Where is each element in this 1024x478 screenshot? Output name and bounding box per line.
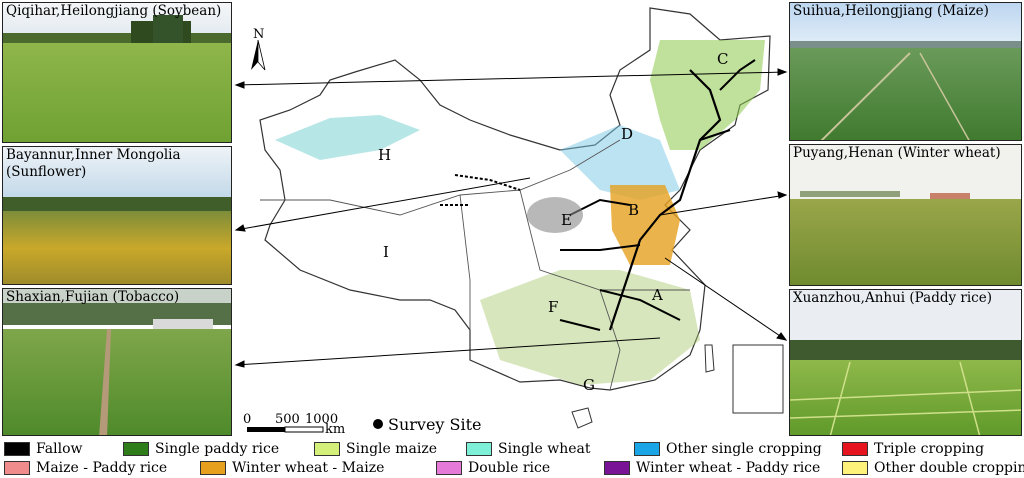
northwest-cropland: [275, 115, 420, 160]
taiwan-outline: [704, 344, 715, 373]
north-label: N: [253, 27, 264, 42]
soybean-field-image: [3, 3, 231, 142]
legend: Fallow Single paddy rice Single maize Si…: [0, 438, 1024, 478]
legend-item-triple-cropping: Triple cropping: [842, 441, 984, 457]
south-china-sea-inset: [732, 344, 784, 414]
survey-site-dot-icon: [373, 419, 383, 429]
legend-item-single-wheat: Single wheat: [466, 441, 591, 457]
region-label-f: F: [548, 298, 558, 316]
northeast-cropland: [650, 40, 765, 150]
legend-swatch: [604, 461, 630, 475]
region-label-e: E: [561, 211, 572, 229]
hainan-outline: [571, 407, 593, 429]
photo-caption: Suihua,Heilongjiang (Maize): [793, 3, 989, 19]
photo-bayannur: Bayannur,Inner Mongolia (Sunflower): [2, 146, 232, 285]
legend-swatch: [842, 461, 868, 475]
legend-label: Winter wheat - Maize: [232, 460, 385, 476]
photo-caption: Bayannur,Inner Mongolia (Sunflower): [6, 147, 181, 180]
photo-caption: Qiqihar,Heilongjiang (Soybean): [6, 3, 222, 19]
legend-label: Single maize: [346, 441, 438, 457]
scale-tick-500: 500: [275, 412, 300, 427]
legend-swatch: [4, 442, 30, 456]
legend-swatch: [123, 442, 149, 456]
legend-item-winter-wheat-paddy-rice: Winter wheat - Paddy rice: [604, 460, 820, 476]
legend-item-fallow: Fallow: [4, 441, 82, 457]
region-label-b: B: [628, 201, 639, 219]
legend-swatch: [466, 442, 492, 456]
legend-label: Winter wheat - Paddy rice: [636, 460, 821, 476]
legend-item-other-single-cropping: Other single cropping: [634, 441, 822, 457]
survey-route: [608, 69, 722, 331]
legend-label: Other double cropping: [874, 460, 1024, 476]
survey-site-label: Survey Site: [388, 415, 482, 434]
legend-item-other-double-cropping: Other double cropping: [842, 460, 1024, 476]
legend-swatch: [200, 461, 226, 475]
region-boundary: [599, 289, 621, 391]
region-boundary: [459, 194, 471, 330]
legend-label: Other single cropping: [666, 441, 822, 457]
north-cropland: [560, 125, 680, 200]
photo-puyang: Puyang,Henan (Winter wheat): [789, 144, 1022, 286]
legend-item-single-paddy-rice: Single paddy rice: [123, 441, 279, 457]
maize-field-image: [790, 3, 1021, 140]
photo-qiqihar: Qiqihar,Heilongjiang (Soybean): [2, 2, 232, 143]
photo-caption: Puyang,Henan (Winter wheat): [793, 145, 1001, 161]
survey-route: [699, 59, 756, 141]
legend-label: Triple cropping: [874, 441, 985, 457]
photo-xuanzhou: Xuanzhou,Anhui (Paddy rice): [789, 289, 1022, 436]
region-label-d: D: [621, 125, 633, 143]
legend-swatch: [842, 442, 868, 456]
scale-unit: km: [325, 422, 345, 436]
photo-suihua: Suihua,Heilongjiang (Maize): [789, 2, 1022, 141]
sunflower-field-image: [3, 147, 231, 284]
survey-route: [440, 174, 521, 206]
scale-tick-1000: 1000: [305, 412, 338, 427]
region-label-a: A: [651, 286, 663, 304]
region-boundary: [519, 189, 690, 291]
photo-caption: Xuanzhou,Anhui (Paddy rice): [793, 290, 992, 306]
legend-swatch: [314, 442, 340, 456]
survey-route: [559, 289, 681, 331]
legend-item-double-rice: Double rice: [436, 460, 550, 476]
legend-item-winter-wheat-maize: Winter wheat - Maize: [200, 460, 384, 476]
paddy-field-image: [790, 290, 1021, 435]
region-label-c: C: [717, 50, 728, 68]
scale-bar: [247, 426, 324, 433]
legend-label: Single wheat: [498, 441, 591, 457]
photo-caption: Shaxian,Fujian (Tobacco): [6, 289, 180, 305]
photo-shaxian: Shaxian,Fujian (Tobacco): [2, 288, 232, 436]
legend-label: Double rice: [468, 460, 551, 476]
region-label-g: G: [583, 376, 595, 394]
legend-label: Maize - Paddy rice: [36, 460, 168, 476]
link-arrows: [234, 68, 788, 368]
loess-area: [527, 197, 583, 233]
china-cropping-map: N A B C D E F G H I 0 500 1000 km Survey…: [234, 7, 788, 436]
legend-label: Fallow: [36, 441, 83, 457]
north-arrow-icon: [251, 39, 266, 71]
region-label-h: H: [378, 146, 391, 164]
wheat-field-image: [790, 145, 1021, 285]
scale-tick-0: 0: [243, 412, 251, 427]
tobacco-field-image: [3, 289, 231, 435]
legend-label: Single paddy rice: [155, 441, 280, 457]
legend-swatch: [436, 461, 462, 475]
region-label-i: I: [383, 243, 389, 261]
legend-swatch: [4, 461, 30, 475]
legend-swatch: [634, 442, 660, 456]
legend-item-maize-paddy-rice: Maize - Paddy rice: [4, 460, 167, 476]
legend-item-single-maize: Single maize: [314, 441, 437, 457]
